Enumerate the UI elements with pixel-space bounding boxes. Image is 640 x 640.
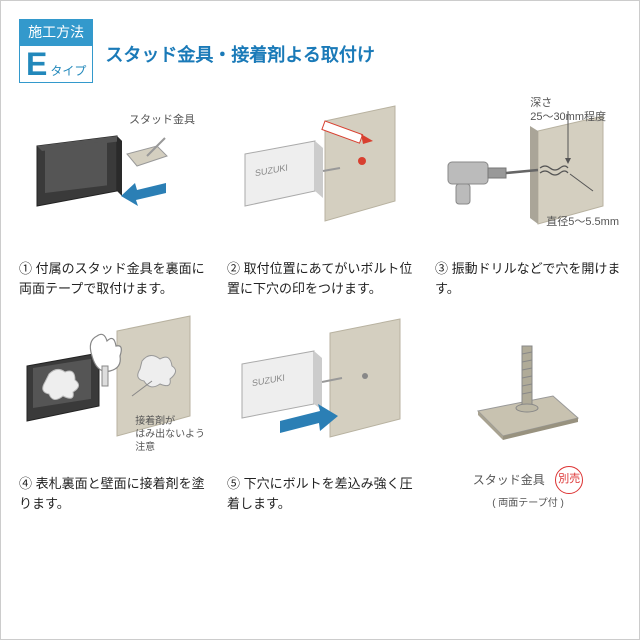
method-badge: 施工方法 E タイプ <box>19 19 93 83</box>
stud-plate-illustration <box>458 326 598 456</box>
step2-caption: ② 取付位置にあてがいボルト位置に下穴の印をつけます。 <box>227 259 413 298</box>
step2-illustration: SUZUKI <box>230 106 410 246</box>
step1-caption: ① 付属のスタッド金具を裏面に両面テープで取付けます。 <box>19 259 205 298</box>
step4-caption: ④ 表札裏面と壁面に接着剤を塗ります。 <box>19 474 205 513</box>
type-suffix: タイプ <box>50 62 86 79</box>
step5-illustration: SUZUKI <box>230 321 410 461</box>
header: 施工方法 E タイプ スタッド金具・接着剤よる取付け <box>19 19 621 83</box>
step-1: スタッド金具 <box>19 101 205 298</box>
page-title: スタッド金具・接着剤よる取付け <box>105 41 374 67</box>
plate-name: スタッド金具 <box>473 473 545 487</box>
step5-caption: ⑤ 下穴にボルトを差込み強く圧着します。 <box>227 474 413 513</box>
step1-illustration <box>27 106 197 246</box>
adhesive-note: 接着剤が はみ出ないよう 注意 <box>135 415 205 454</box>
sold-separately-badge: 別売 <box>555 466 583 494</box>
step-3: 深さ 25〜30mm程度 直径5〜5.5mm <box>435 101 621 298</box>
step-2: SUZUKI ② 取付位置にあてがいボルト位置に下穴の印をつけます。 <box>227 101 413 298</box>
stud-plate-item: スタッド金具 別売 ( 両面テープ付 ) <box>435 316 621 513</box>
method-label: 施工方法 <box>19 19 93 45</box>
step-4: 接着剤が はみ出ないよう 注意 <box>19 316 205 513</box>
depth-label: 深さ 25〜30mm程度 <box>530 96 606 125</box>
plate-sublabel: ( 両面テープ付 ) <box>435 494 621 509</box>
type-letter: E <box>26 48 47 80</box>
stud-label: スタッド金具 <box>129 111 195 127</box>
step-5: SUZUKI ⑤ 下穴にボルトを差込み強く圧着します。 <box>227 316 413 513</box>
steps-grid: スタッド金具 <box>19 101 621 513</box>
diameter-label: 直径5〜5.5mm <box>546 213 619 229</box>
step3-caption: ③ 振動ドリルなどで穴を開けます。 <box>435 259 621 298</box>
